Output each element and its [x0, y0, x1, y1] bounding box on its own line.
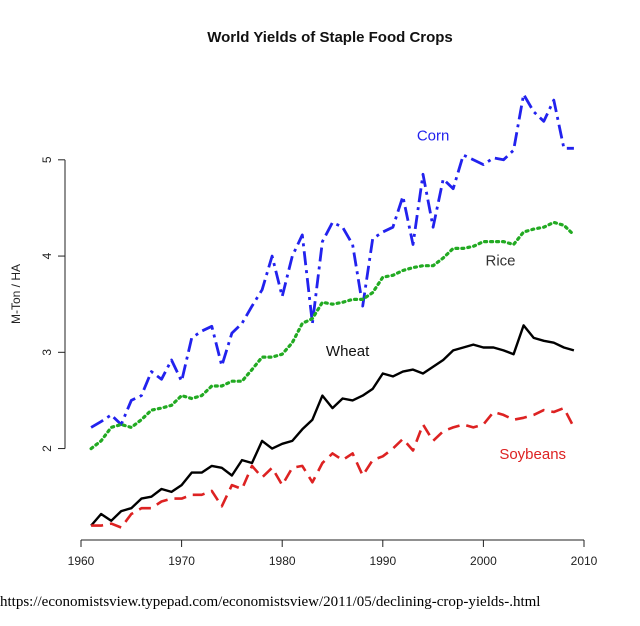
- x-tick-label: 2010: [571, 554, 598, 568]
- y-axis-label: M-Ton / HA: [9, 264, 23, 324]
- x-tick-label: 1970: [168, 554, 195, 568]
- x-tick-label: 1980: [269, 554, 296, 568]
- y-tick-label: 5: [40, 156, 54, 163]
- series-line-rice: [89, 220, 576, 451]
- series-label-rice: Rice: [485, 253, 515, 270]
- series-label-corn: Corn: [417, 128, 450, 145]
- y-tick-label: 3: [40, 349, 54, 356]
- line-chart: World Yields of Staple Food Crops M-Ton …: [9, 29, 598, 568]
- series-label-wheat: Wheat: [326, 343, 370, 360]
- chart-title: World Yields of Staple Food Crops: [207, 29, 453, 46]
- series-lines: [89, 93, 576, 529]
- source-url[interactable]: https://economistsview.typepad.com/econo…: [0, 594, 541, 610]
- x-tick-label: 2000: [470, 554, 497, 568]
- series-line-wheat: [90, 324, 575, 527]
- series-labels: Corn Rice Wheat Soybeans: [326, 128, 566, 464]
- x-tick-label: 1960: [68, 554, 95, 568]
- y-tick-label: 4: [40, 252, 54, 259]
- x-tick-label: 1990: [369, 554, 396, 568]
- series-line-soybeans: [91, 406, 576, 529]
- axes: 1960 1970 1980 1990 2000 2010 2 3 4 5: [40, 156, 598, 568]
- series-label-soybeans: Soybeans: [499, 446, 566, 463]
- y-tick-label: 2: [40, 445, 54, 452]
- series-line-corn: [90, 93, 574, 429]
